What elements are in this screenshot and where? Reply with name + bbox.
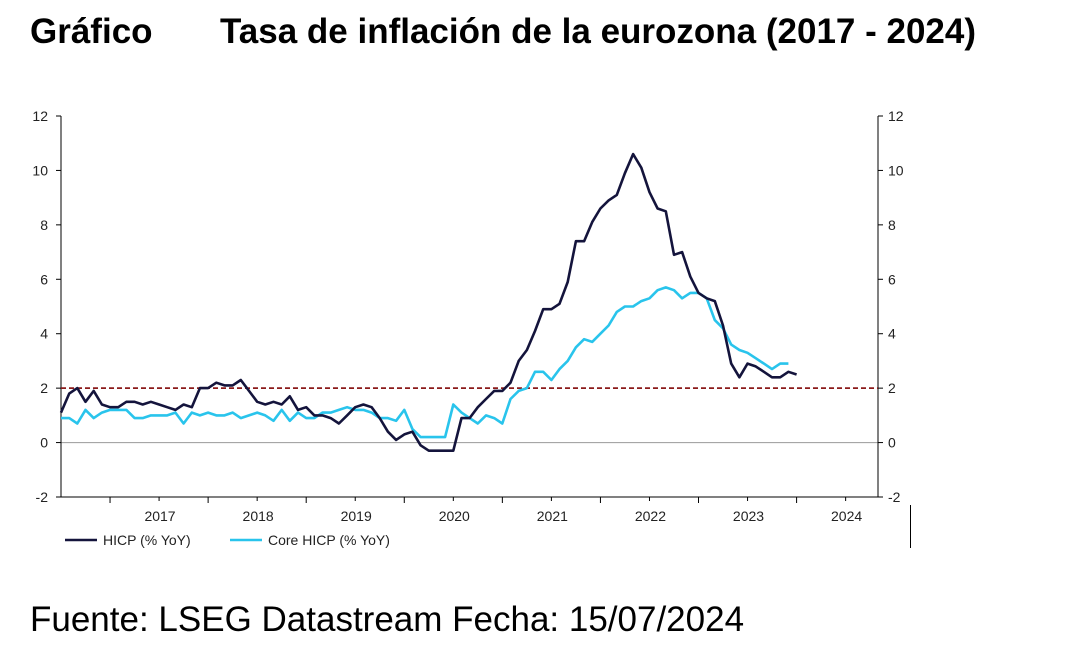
x-tick-label: 2023: [733, 508, 764, 524]
y-tick-label-right: 0: [888, 435, 896, 451]
x-tick-label: 2018: [243, 508, 274, 524]
x-tick-label: 2020: [439, 508, 470, 524]
legend-hicp-label: HICP (% YoY): [103, 532, 191, 548]
y-tick-label-right: 10: [888, 162, 904, 178]
y-tick-label-left: 8: [40, 217, 48, 233]
hicp-series-line: [59, 152, 798, 453]
x-tick-label: 2019: [341, 508, 372, 524]
chart-heading: Gráfico Tasa de inflación de la eurozona…: [30, 12, 1089, 62]
y-tick-label-right: 6: [888, 271, 896, 287]
y-tick-label-left: 2: [40, 380, 48, 396]
y-tick-label-right: -2: [888, 489, 901, 505]
y-tick-label-right: 2: [888, 380, 896, 396]
plot-area: -2 -2 0 0 2 2 4 4 6 6 8 8 10 10 12 12 2017 2018 2019 2020 20…: [32, 108, 903, 548]
legend-core-hicp-label: Core HICP (% YoY): [268, 532, 390, 548]
y-tick-label-left: -2: [36, 489, 49, 505]
x-tick-label: 2017: [144, 508, 175, 524]
chart-title: Tasa de inflación de la eurozona (2017 -…: [220, 12, 977, 51]
core-hicp-series-line: [61, 286, 789, 439]
x-tick-label: 2024: [831, 508, 862, 524]
y-tick-label-right: 8: [888, 217, 896, 233]
right-edge-divider: [910, 505, 911, 548]
y-tick-label-left: 4: [40, 326, 48, 342]
y-tick-label-left: 12: [32, 108, 48, 124]
chart-heading-label: Gráfico: [30, 12, 153, 51]
y-tick-label-right: 4: [888, 326, 896, 342]
x-tick-label: 2021: [537, 508, 568, 524]
source-note: Fuente: LSEG Datastream Fecha: 15/07/202…: [30, 600, 745, 639]
x-tick-label: 2022: [635, 508, 666, 524]
y-tick-label-right: 12: [888, 108, 904, 124]
y-tick-label-left: 0: [40, 435, 48, 451]
y-tick-label-left: 10: [32, 162, 48, 178]
y-tick-label-left: 6: [40, 271, 48, 287]
